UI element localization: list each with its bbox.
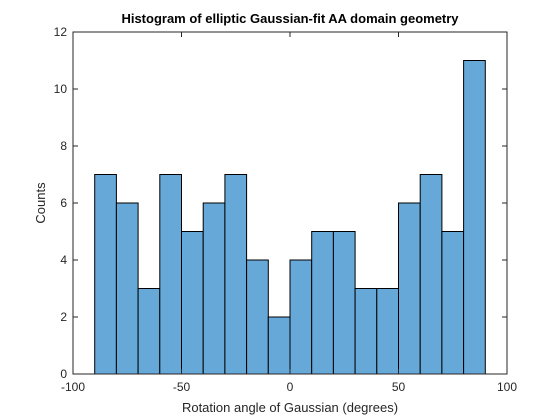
histogram-bar xyxy=(267,316,291,375)
histogram-bar xyxy=(137,288,161,375)
x-tick-label: 50 xyxy=(392,380,406,394)
histogram-bar xyxy=(398,202,421,375)
y-tick-label: 2 xyxy=(60,310,67,324)
histogram-bars xyxy=(94,60,486,375)
y-axis-ticks: 0 2 4 6 8 10 12 xyxy=(54,25,507,381)
x-tick-label: 100 xyxy=(497,380,517,394)
histogram-bar xyxy=(115,202,139,375)
histogram-bar xyxy=(311,231,334,375)
x-tick-label: -100 xyxy=(61,380,85,394)
histogram-bar xyxy=(94,174,117,375)
histogram-bar xyxy=(376,288,399,375)
y-tick-label: 8 xyxy=(60,139,67,153)
histogram-bar xyxy=(354,288,378,375)
histogram-bar xyxy=(246,259,269,375)
x-tick-label: 0 xyxy=(287,380,294,394)
y-tick-label: 0 xyxy=(60,367,67,381)
histogram-bar xyxy=(463,60,486,375)
histogram-bar xyxy=(441,231,465,375)
y-tick-label: 4 xyxy=(60,253,67,267)
plot-area: -100 -50 0 50 100 0 2 4 6 8 10 12 xyxy=(54,25,518,394)
x-tick-label: -50 xyxy=(173,380,191,394)
histogram-bar xyxy=(159,174,183,375)
y-axis-label: Counts xyxy=(33,182,48,224)
histogram-bar xyxy=(419,174,443,375)
y-tick-label: 6 xyxy=(60,196,67,210)
histogram-bar xyxy=(202,202,226,375)
chart-title: Histogram of elliptic Gaussian-fit AA do… xyxy=(121,11,459,26)
x-axis-label: Rotation angle of Gaussian (degrees) xyxy=(182,400,398,415)
histogram-bar xyxy=(289,259,313,375)
y-tick-label: 10 xyxy=(54,82,68,96)
y-tick-label: 12 xyxy=(54,25,68,39)
histogram-bar xyxy=(224,174,248,375)
x-axis-ticks: -100 -50 0 50 100 xyxy=(61,32,517,394)
histogram-bar xyxy=(181,231,204,375)
histogram-bar xyxy=(332,231,356,375)
